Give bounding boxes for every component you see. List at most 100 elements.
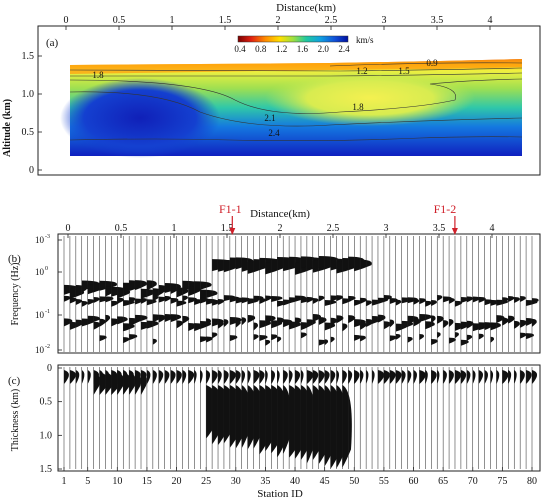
trace-c-peak bbox=[389, 370, 396, 384]
trace-c-peak bbox=[188, 370, 195, 384]
trace-c-peak bbox=[283, 370, 288, 384]
trace-c-peak bbox=[466, 370, 471, 384]
panel-c-x-tick-label: 25 bbox=[201, 476, 211, 487]
trace-c-peak bbox=[146, 370, 151, 384]
trace-b-peak bbox=[419, 333, 424, 340]
trace-b-peak bbox=[490, 322, 501, 331]
panel-b-frame bbox=[57, 233, 541, 354]
trace-b-peak bbox=[520, 319, 528, 328]
trace-c-peak bbox=[312, 370, 319, 384]
trace-c-peak bbox=[407, 370, 412, 384]
panel-c-x-tick-label: 50 bbox=[349, 476, 359, 487]
trace-c-peak bbox=[401, 370, 406, 384]
trace-b-peak bbox=[425, 300, 432, 307]
contour-label: 1.5 bbox=[398, 66, 410, 76]
trace-c-peak bbox=[81, 370, 85, 384]
trace-c-peak bbox=[176, 370, 182, 384]
trace-b-peak bbox=[407, 297, 418, 304]
trace-c-peak bbox=[419, 370, 426, 384]
fault-arrow-head bbox=[451, 228, 458, 235]
trace-b-peak bbox=[158, 314, 166, 323]
contour-label: 1.2 bbox=[356, 66, 367, 76]
trace-c-peak bbox=[425, 370, 428, 384]
trace-c-peak bbox=[253, 370, 260, 384]
trace-c-peak bbox=[206, 370, 211, 384]
panel-a-top-tick-label: 2.5 bbox=[325, 15, 338, 26]
trace-b-peak bbox=[81, 300, 88, 307]
trace-c-peak bbox=[164, 370, 170, 384]
trace-b-peak bbox=[508, 295, 515, 302]
trace-b-peak bbox=[277, 336, 282, 343]
panel-a-y-tick-label: 1.5 bbox=[22, 51, 35, 62]
fault-marker-label: F1-2 bbox=[434, 202, 457, 216]
trace-b-peak bbox=[164, 295, 171, 302]
contour-2-1 bbox=[69, 91, 523, 127]
panel-c-x-tick-label: 45 bbox=[320, 476, 330, 487]
trace-b-peak bbox=[105, 314, 111, 323]
trace-b-peak bbox=[93, 296, 100, 303]
trace-b-peak bbox=[141, 288, 156, 299]
panel-c-x-tick-label: 30 bbox=[231, 476, 241, 487]
trace-c-peak bbox=[520, 370, 525, 384]
panel-b-top-tick-label: 2.5 bbox=[327, 223, 340, 234]
low-velocity-zone bbox=[265, 70, 475, 126]
trace-b-peak bbox=[520, 295, 526, 302]
panel-a-frame bbox=[37, 25, 541, 176]
trace-b-peak bbox=[466, 296, 474, 303]
trace-b-peak bbox=[271, 295, 283, 302]
trace-c-peak bbox=[289, 370, 293, 384]
trace-b-peak bbox=[218, 298, 225, 305]
panel-c-x-tick-label: 15 bbox=[142, 476, 152, 487]
panel-b-y-tick-exponent: 0 bbox=[45, 266, 48, 272]
velocity-model: 1.8 1.2 1.5 0.9 1.8 2.1 2.4 bbox=[60, 58, 523, 158]
panel-a-y-ticks: 1.5 1.0 0.5 0 bbox=[22, 51, 42, 176]
trace-b-peak bbox=[466, 334, 473, 341]
trace-b-peak bbox=[526, 333, 534, 340]
trace-b-peak bbox=[330, 336, 335, 343]
trace-b-peak bbox=[259, 297, 267, 304]
trace-b-peak bbox=[283, 319, 293, 328]
trace-b-peak bbox=[253, 322, 258, 331]
panel-b-y-tick-exponent: -3 bbox=[45, 234, 50, 240]
panel-c-x-tick-label: 10 bbox=[112, 476, 122, 487]
trace-b-peak bbox=[200, 289, 218, 300]
trace-c-peak bbox=[235, 370, 241, 384]
panel-c-x-tick-label: 1 bbox=[62, 476, 67, 487]
trace-b-peak bbox=[431, 338, 438, 345]
trace-b-peak bbox=[194, 281, 212, 292]
panel-a-y-tick-label: 0 bbox=[29, 165, 34, 176]
trace-b-peak bbox=[354, 259, 372, 272]
trace-b-peak bbox=[170, 314, 182, 323]
panel-c-x-tick-label: 75 bbox=[497, 476, 507, 487]
panel-b-top-tick-label: 3.5 bbox=[433, 223, 446, 234]
trace-b-peak bbox=[318, 295, 325, 302]
trace-c-peak bbox=[200, 370, 203, 384]
trace-c-peak bbox=[330, 370, 336, 384]
trace-b-peak bbox=[75, 299, 82, 306]
trace-b-peak bbox=[129, 297, 136, 304]
trace-b-peak bbox=[141, 297, 147, 304]
trace-b-peak bbox=[218, 320, 224, 329]
panel-a-y-tick-label: 1.0 bbox=[22, 89, 35, 100]
trace-b-peak bbox=[478, 333, 484, 340]
colorbar-scale bbox=[237, 35, 349, 43]
trace-b-peak bbox=[532, 298, 539, 305]
trace-b-peak bbox=[324, 339, 329, 346]
trace-b-peak bbox=[87, 299, 95, 306]
contour-label: 0.9 bbox=[426, 58, 438, 68]
trace-b-peak bbox=[152, 338, 157, 345]
trace-c-peak bbox=[460, 370, 467, 384]
trace-c-peak bbox=[366, 370, 369, 384]
trace-b-peak bbox=[99, 335, 107, 342]
trace-b-peak bbox=[413, 298, 420, 305]
panel-b-top-ticks: 0 0.5 1 1.5 2 2.5 3 3.5 4 bbox=[66, 223, 495, 238]
panel-c-x-tick-label: 40 bbox=[290, 476, 300, 487]
trace-b-peak bbox=[413, 318, 421, 327]
trace-b-peak bbox=[271, 334, 278, 341]
trace-b-peak bbox=[123, 323, 135, 332]
trace-c-peak bbox=[526, 370, 532, 384]
trace-b-peak bbox=[454, 332, 459, 339]
trace-c-peak bbox=[496, 370, 500, 384]
trace-c-lobe bbox=[342, 385, 352, 468]
trace-b-peak bbox=[146, 280, 157, 291]
